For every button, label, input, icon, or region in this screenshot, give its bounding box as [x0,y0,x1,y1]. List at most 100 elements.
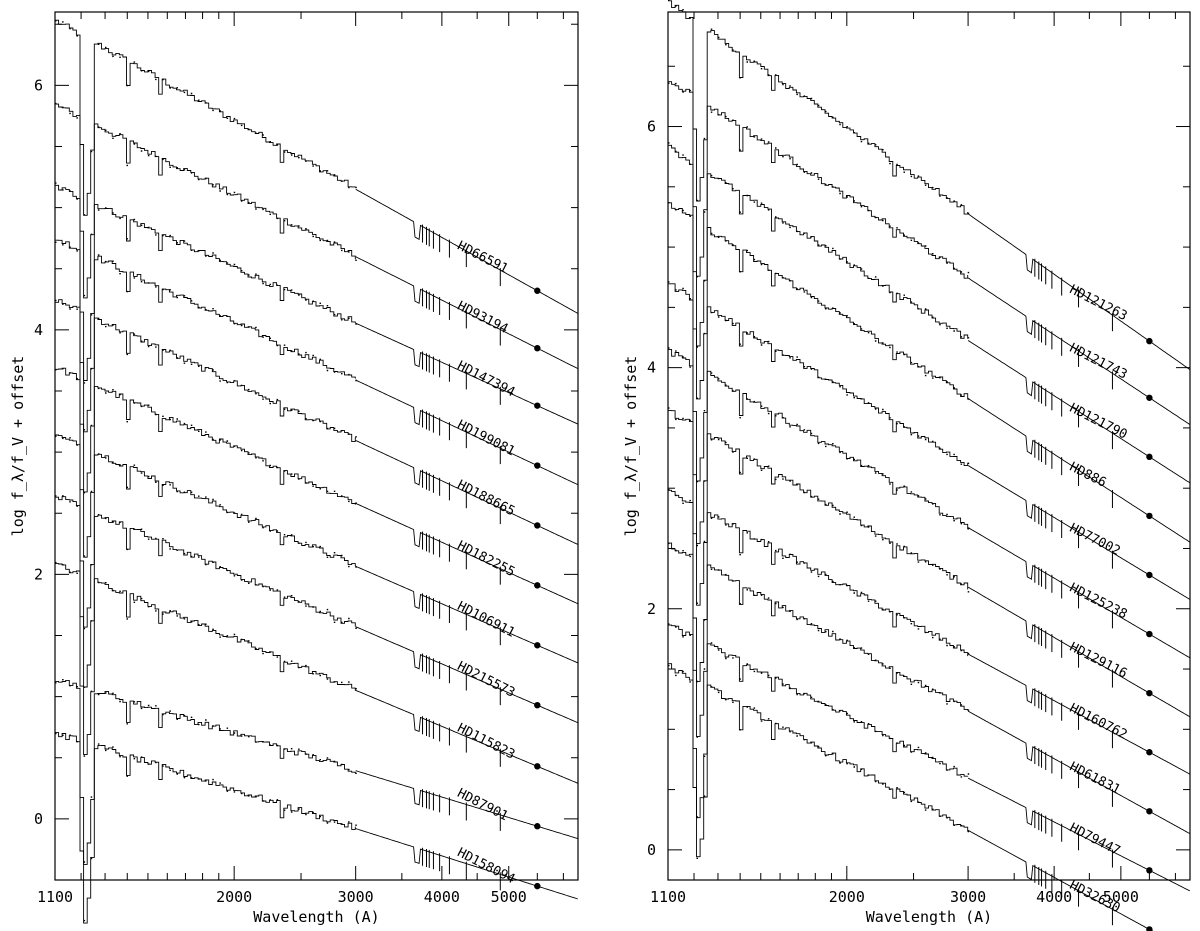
v-band-point [1146,808,1153,815]
star-label: HD106911 [455,599,518,641]
star-label: HD121743 [1067,341,1130,383]
spectrum-series: HD188665 [55,299,578,545]
spectrum-series: HD115823 [55,561,578,784]
v-band-point [1146,394,1153,401]
uv-observed-points [668,407,970,604]
x-axis-title: Wavelength (A) [253,908,379,926]
v-band-point [534,701,541,709]
v-band-point [1146,630,1153,638]
star-label: HD158094 [455,845,518,887]
star-label: HD182255 [455,538,518,580]
star-label: HD87901 [455,786,511,824]
uv-spectrum-line [55,434,356,628]
uv-observed-points [668,142,970,348]
v-band-point [534,823,541,830]
uv-spectrum-line [668,348,969,544]
right-panel: 1100 2000 3000 4000 5000 0 2 4 6 Wavelength (A) lo… [622,0,1191,931]
v-band-point [534,344,541,352]
spectrum-series: HD129116 [668,407,1191,718]
y-tick-label: 6 [647,118,656,136]
star-label: HD77002 [1067,521,1123,559]
star-label: HD188665 [455,478,518,520]
uv-observed-points [668,281,970,483]
uv-observed-points [55,679,357,863]
uv-observed-points [55,561,357,757]
star-label: HD147394 [455,358,518,400]
spectrum-series: HD125238 [668,347,1191,659]
plot-frame [54,11,579,881]
uv-observed-points [55,241,357,431]
uv-spectrum-line [55,367,356,558]
star-label: HD121263 [1067,282,1130,324]
star-label: HD215573 [455,659,518,701]
v-band-point [534,522,541,529]
uv-observed-points [55,435,357,630]
v-band-point [1146,337,1153,345]
y-tick-label: 2 [647,600,656,618]
uv-observed-points [668,82,970,278]
uv-spectrum-line [668,410,969,606]
uv-spectrum-line [668,489,969,682]
x-tick-label: 3000 [950,888,986,906]
v-band-point [534,287,541,294]
v-band-point [534,402,541,409]
spectrum-series: HD87901 [55,679,578,865]
v-band-point [1146,453,1153,461]
spectrum-series: HD106911 [55,434,578,664]
left-panel: 1100 2000 3000 4000 5000 0 2 4 6 Wavelength (A) lo… [9,11,579,926]
star-label: HD115823 [455,721,518,763]
x-tick-label: 4000 [424,888,460,906]
y-axis-title: log f_λ/f_V + offset [9,356,27,537]
y-tick-label: 0 [34,810,43,828]
star-label: HD129116 [1067,640,1130,682]
x-tick-label: 4000 [1036,888,1072,906]
uv-spectrum-line [55,563,356,756]
uv-spectrum-line [55,103,356,299]
y-tick-label: 6 [34,76,43,94]
star-label: HD121790 [1067,401,1130,443]
uv-observed-points [668,488,970,683]
star-label: HD160762 [1067,701,1130,743]
v-band-point [1146,749,1153,756]
uv-observed-points [55,299,357,494]
star-label: HD125238 [1067,581,1130,623]
x-tick-label: 5000 [491,888,527,906]
v-band-point [1146,512,1153,520]
uv-spectrum-line [55,732,356,924]
spectrum-series: HD61831 [668,542,1191,834]
x-tick-label: 1100 [650,888,686,906]
uv-observed-points [55,732,357,922]
v-band-point [1146,926,1153,931]
v-band-point [1146,689,1153,697]
star-label: HD93194 [455,299,511,337]
star-label: HD79447 [1067,821,1123,859]
v-band-point [534,882,541,890]
spectrum-series: HD93194 [55,102,579,369]
star-label: HD199081 [455,418,518,460]
spectrum-series: HD66591 [55,19,579,314]
y-tick-label: 4 [34,321,43,339]
uv-spectrum-line [55,679,356,865]
uv-observed-points [55,20,357,216]
v-band-point [1146,571,1153,579]
uv-observed-points [668,347,970,547]
uv-observed-points [55,182,357,384]
uv-observed-points [668,664,970,859]
uv-spectrum-line [668,624,969,819]
x-tick-label: 2000 [829,888,865,906]
uv-spectrum-line [55,239,356,433]
y-tick-label: 2 [34,565,43,583]
x-tick-label: 5000 [1103,888,1139,906]
spectrum-series: HD215573 [55,495,578,724]
spectrum-series: HD77002 [668,281,1191,600]
y-axis-title: log f_λ/f_V + offset [622,356,640,537]
spectrum-series: HD147394 [55,182,579,425]
x-tick-label: 3000 [338,888,374,906]
uv-spectrum-line [55,184,356,381]
uv-spectrum-line [668,0,969,215]
x-tick-label: 2000 [216,888,252,906]
x-axis-title: Wavelength (A) [866,908,992,926]
v-band-point [1146,867,1153,874]
spectrum-series: HD199081 [55,239,579,486]
